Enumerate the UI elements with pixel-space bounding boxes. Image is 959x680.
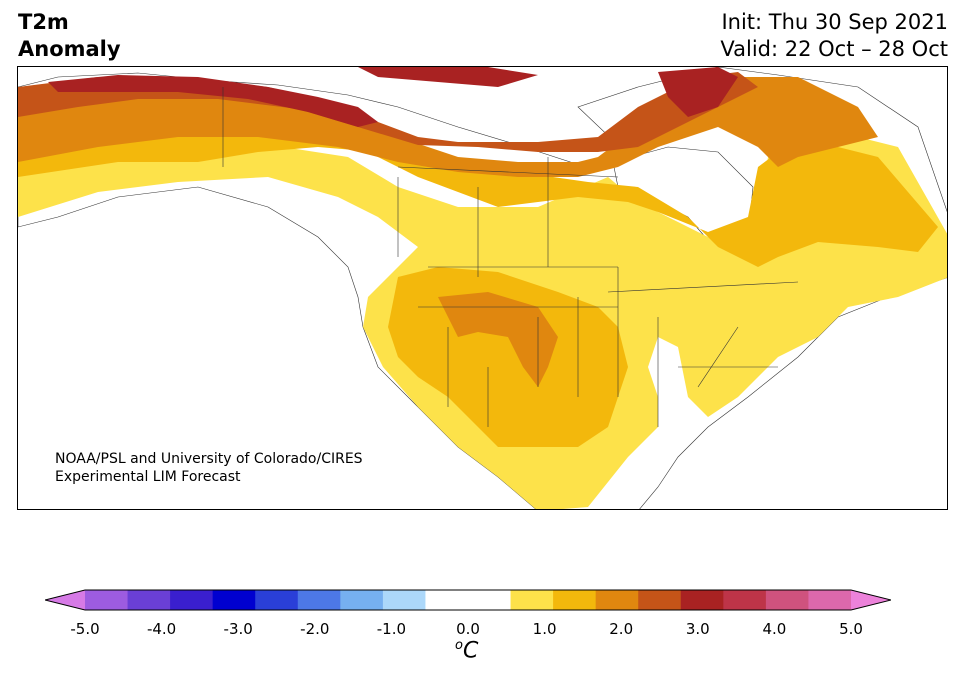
forecast-dates: Init: Thu 30 Sep 2021 Valid: 22 Oct – 28… <box>720 9 948 63</box>
colorbar-segment <box>468 590 512 610</box>
colorbar-segment <box>340 590 384 610</box>
valid-range: Valid: 22 Oct – 28 Oct <box>720 37 948 61</box>
colorbar-outline <box>45 589 891 611</box>
colorbar-tick-label: 5.0 <box>839 620 863 638</box>
colorbar-segment <box>595 590 639 610</box>
colorbar-segment <box>382 590 426 610</box>
map-title: T2m Anomaly <box>18 9 121 63</box>
colorbar-tick-label: -2.0 <box>300 620 330 638</box>
unit-celsius: C <box>462 638 479 664</box>
colorbar-segment <box>638 590 682 610</box>
colorbar-tick-label: -4.0 <box>146 620 177 638</box>
colorbar-segment <box>170 590 214 610</box>
colorbar <box>45 589 891 611</box>
credit-line-2: Experimental LIM Forecast <box>55 469 241 485</box>
political-borders <box>222 87 799 427</box>
colorbar-segment <box>85 590 129 610</box>
colorbar-segment <box>510 590 554 610</box>
anomaly-region-1.0-1.5 <box>18 122 938 447</box>
credit-line-1: NOAA/PSL and University of Colorado/CIRE… <box>55 451 363 467</box>
colorbar-tick-label: -1.0 <box>376 620 407 638</box>
colorbar-segment <box>808 590 852 610</box>
colorbar-under-arrow <box>45 590 85 610</box>
unit-degree: o <box>455 638 463 653</box>
colorbar-segment <box>255 590 299 610</box>
colorbar-segment <box>127 590 171 610</box>
title-variable-sub: Anomaly <box>18 37 121 61</box>
colorbar-segment <box>425 590 469 610</box>
init-date: Init: Thu 30 Sep 2021 <box>721 10 948 34</box>
title-variable: T2m <box>18 10 69 34</box>
colorbar-tick-label: 2.0 <box>609 620 634 638</box>
anomaly-map <box>17 66 948 510</box>
colorbar-segment <box>765 590 809 610</box>
colorbar-segment <box>297 590 341 610</box>
anomaly-region-2.5-3.0 <box>48 67 738 127</box>
colorbar-segment <box>723 590 767 610</box>
colorbar-segment <box>553 590 597 610</box>
colorbar-tick-label: 4.0 <box>762 620 787 638</box>
colorbar-segment <box>680 590 724 610</box>
colorbar-segment <box>212 590 256 610</box>
colorbar-tick-label: 0.0 <box>456 620 480 638</box>
colorbar-tick-label: -3.0 <box>223 620 253 638</box>
colorbar-over-arrow <box>851 590 891 610</box>
colorbar-tick-labels: -5.0 -4.0 -3.0 -2.0 -1.0 0.0 1.0 2.0 3.0 4.0 5.0 <box>0 620 959 640</box>
colorbar-tick-label: 3.0 <box>685 620 710 638</box>
map-svg <box>18 67 947 509</box>
anomaly-region-1.5-2.0 <box>18 77 878 387</box>
colorbar-tick-label: -5.0 <box>70 620 100 638</box>
colorbar-tick-label: 1.0 <box>532 620 557 638</box>
credit-text: NOAA/PSL and University of Colorado/CIRE… <box>55 450 363 486</box>
colorbar-unit: oC <box>455 638 478 663</box>
